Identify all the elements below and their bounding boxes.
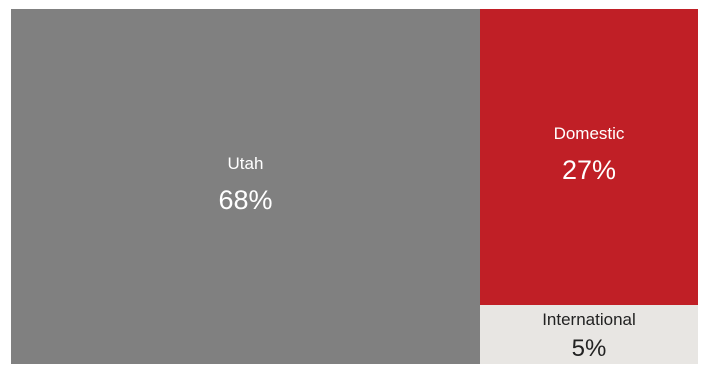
tile-category-label: International	[542, 310, 636, 329]
tile-percent-label: 27%	[561, 155, 617, 185]
tile-category-label: Utah	[227, 153, 264, 173]
treemap-chart: Utah 68% Domestic 27% International 5%	[11, 9, 698, 364]
treemap-tile-international: International 5%	[480, 305, 698, 364]
treemap-tile-domestic: Domestic 27%	[480, 9, 698, 305]
treemap-tile-utah: Utah 68%	[11, 9, 480, 364]
tile-percent-label: 68%	[218, 184, 273, 215]
tile-category-label: Domestic	[553, 124, 625, 143]
tile-percent-label: 5%	[571, 335, 607, 362]
